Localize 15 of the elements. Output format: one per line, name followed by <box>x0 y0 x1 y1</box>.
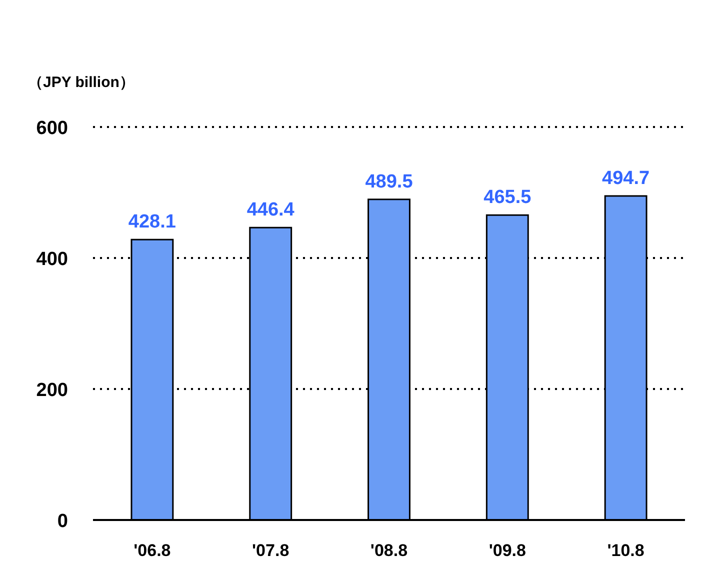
x-tick-label: '07.8 <box>252 541 290 560</box>
y-tick-label: 200 <box>36 380 68 401</box>
x-tick-label: '06.8 <box>134 541 171 560</box>
data-label: 489.5 <box>365 171 414 192</box>
y-tick-label: 600 <box>36 118 68 139</box>
y-tick-label: 0 <box>57 511 68 532</box>
x-tick-label: '09.8 <box>488 541 526 560</box>
y-tick-label: 400 <box>36 249 68 270</box>
data-label: 465.5 <box>484 187 532 208</box>
x-tick-label: '10.8 <box>607 541 644 560</box>
y-axis-title: （JPY billion） <box>28 74 134 91</box>
data-label: 428.1 <box>128 212 176 233</box>
data-label: 446.4 <box>246 200 295 221</box>
x-tick-label: '08.8 <box>370 541 408 560</box>
data-label: 494.7 <box>602 168 650 189</box>
